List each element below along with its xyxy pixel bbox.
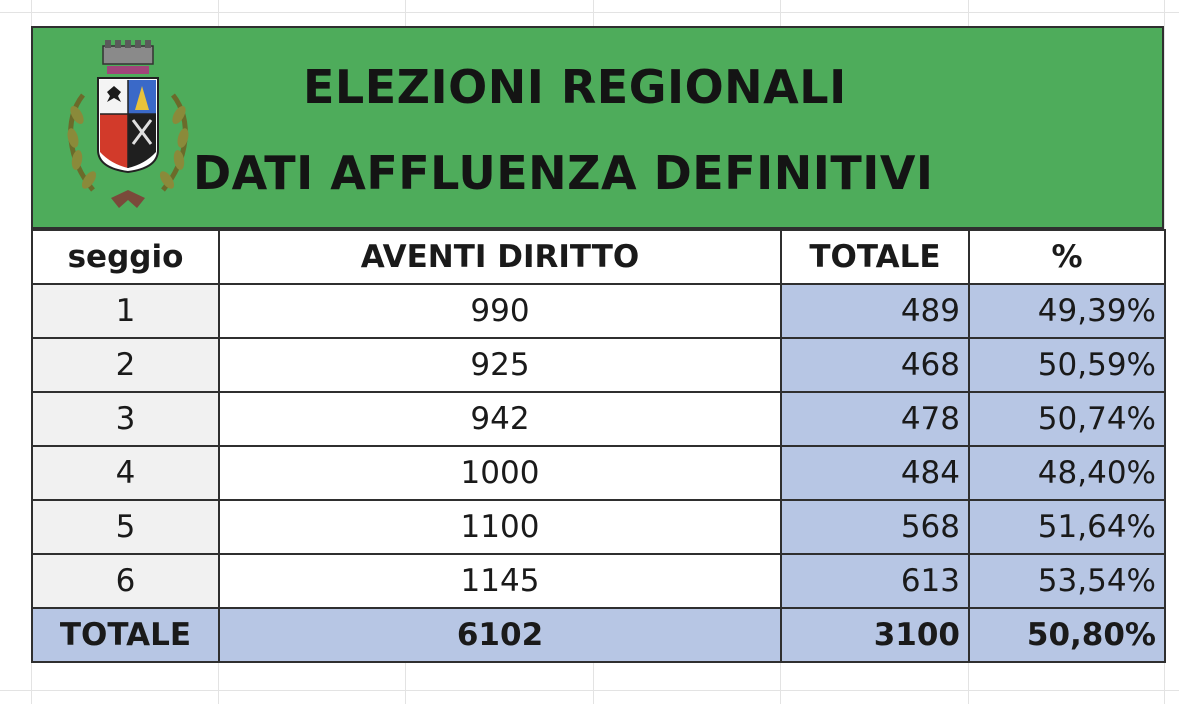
table-row: 6 1145 613 53,54% (31, 553, 1166, 609)
table-row: 5 1100 568 51,64% (31, 499, 1166, 555)
header-totale[interactable]: TOTALE (780, 229, 970, 285)
cell-seggio[interactable]: 6 (31, 553, 220, 609)
cell-seggio[interactable]: 1 (31, 283, 220, 339)
header-seggio[interactable]: seggio (31, 229, 220, 285)
table-row: 2 925 468 50,59% (31, 337, 1166, 393)
cell-percent[interactable]: 51,64% (968, 499, 1166, 555)
cell-aventi-diritto[interactable]: 1145 (218, 553, 782, 609)
cell-aventi-diritto[interactable]: 925 (218, 337, 782, 393)
municipal-coat-of-arms-icon (67, 40, 189, 208)
table-row: 3 942 478 50,74% (31, 391, 1166, 447)
cell-totale[interactable]: 468 (780, 337, 970, 393)
total-aventi-diritto[interactable]: 6102 (218, 607, 782, 663)
gridline (0, 12, 1179, 13)
cell-aventi-diritto[interactable]: 990 (218, 283, 782, 339)
cell-seggio[interactable]: 4 (31, 445, 220, 501)
gridline (0, 690, 1179, 691)
cell-seggio[interactable]: 3 (31, 391, 220, 447)
total-totale[interactable]: 3100 (780, 607, 970, 663)
cell-totale[interactable]: 478 (780, 391, 970, 447)
cell-aventi-diritto[interactable]: 1000 (218, 445, 782, 501)
table-row: 4 1000 484 48,40% (31, 445, 1166, 501)
table-total-row: TOTALE 6102 3100 50,80% (31, 607, 1166, 663)
cell-totale[interactable]: 489 (780, 283, 970, 339)
cell-percent[interactable]: 49,39% (968, 283, 1166, 339)
cell-totale[interactable]: 568 (780, 499, 970, 555)
cell-percent[interactable]: 48,40% (968, 445, 1166, 501)
cell-aventi-diritto[interactable]: 942 (218, 391, 782, 447)
turnout-table: seggio AVENTI DIRITTO TOTALE % 1 990 489… (31, 229, 1166, 663)
total-label[interactable]: TOTALE (31, 607, 220, 663)
header-aventi-diritto[interactable]: AVENTI DIRITTO (218, 229, 782, 285)
table-header-row: seggio AVENTI DIRITTO TOTALE % (31, 229, 1166, 285)
cell-totale[interactable]: 484 (780, 445, 970, 501)
cell-aventi-diritto[interactable]: 1100 (218, 499, 782, 555)
title-banner: ELEZIONI REGIONALI DATI AFFLUENZA DEFINI… (31, 26, 1164, 229)
banner-title-line2: DATI AFFLUENZA DEFINITIVI (193, 146, 934, 200)
header-percent[interactable]: % (968, 229, 1166, 285)
cell-seggio[interactable]: 5 (31, 499, 220, 555)
total-percent[interactable]: 50,80% (968, 607, 1166, 663)
banner-title-line1: ELEZIONI REGIONALI (303, 60, 847, 114)
cell-percent[interactable]: 53,54% (968, 553, 1166, 609)
cell-totale[interactable]: 613 (780, 553, 970, 609)
cell-percent[interactable]: 50,59% (968, 337, 1166, 393)
table-row: 1 990 489 49,39% (31, 283, 1166, 339)
cell-seggio[interactable]: 2 (31, 337, 220, 393)
cell-percent[interactable]: 50,74% (968, 391, 1166, 447)
